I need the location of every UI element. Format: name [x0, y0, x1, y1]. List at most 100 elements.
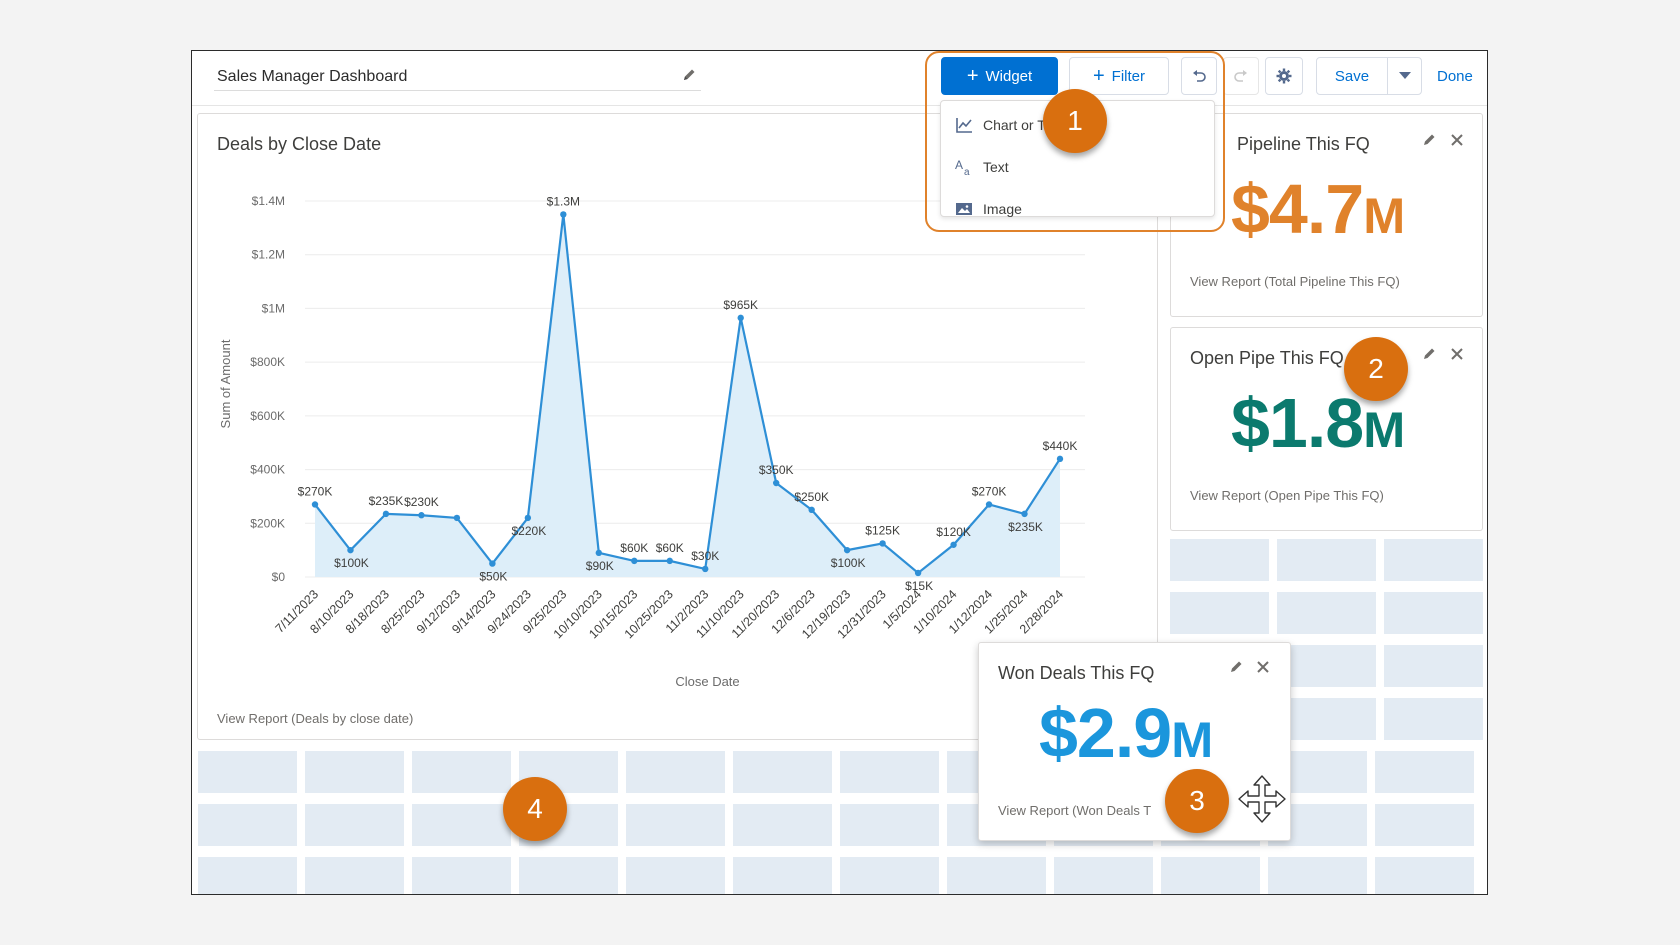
save-button[interactable]: Save [1316, 57, 1388, 95]
y-tick-label: $1M [262, 301, 285, 315]
data-label: $90K [586, 559, 614, 573]
data-label: $60K [656, 541, 684, 555]
data-label: $270K [298, 484, 333, 498]
svg-text:A: A [955, 158, 963, 172]
data-point [808, 506, 815, 514]
callout-3: 3 [1165, 769, 1229, 833]
grid-slot [1054, 857, 1153, 894]
data-label: $230K [404, 495, 439, 509]
dashboard-title: Sales Manager Dashboard [217, 68, 408, 85]
close-icon[interactable] [1449, 346, 1465, 362]
data-point [347, 546, 354, 554]
edit-pencil-icon[interactable] [1421, 132, 1437, 148]
edit-pencil-icon[interactable] [681, 67, 697, 83]
grid-slot [1277, 539, 1376, 581]
y-tick-label: $600K [250, 409, 285, 423]
data-point [595, 549, 603, 557]
grid-slot [733, 751, 832, 793]
dashboard-title-field[interactable]: Sales Manager Dashboard [214, 63, 701, 91]
grid-slot [1375, 857, 1474, 894]
callout-1: 1 [1043, 89, 1107, 153]
view-report-link[interactable]: View Report (Open Pipe This FQ) [1190, 488, 1384, 503]
grid-slot [947, 857, 1046, 894]
x-axis-title: Close Date [675, 674, 739, 689]
y-tick-label: $400K [250, 463, 285, 477]
deals-area-chart: $0 $200K $400K $600K $800K $1M $1.2M $1.4M $270K… [218, 194, 1085, 689]
grid-slot [1384, 539, 1483, 581]
grid-slot [1375, 751, 1474, 793]
chart-widget-title: Deals by Close Date [217, 134, 382, 154]
menu-item-chart-or-table[interactable]: Chart or T [955, 113, 1046, 137]
data-label: $15K [905, 579, 933, 593]
chevron-down-icon [1398, 72, 1411, 79]
data-point [1021, 510, 1028, 518]
grid-slot [198, 804, 297, 846]
menu-item-label: Text [983, 159, 1009, 175]
deals-by-close-date-widget[interactable]: Deals by Close Date $0 $200K $400K $600K $80… [197, 113, 1158, 740]
grid-slot [519, 857, 618, 894]
menu-item-label: Image [983, 201, 1022, 217]
data-point [950, 541, 957, 548]
grid-slot [198, 751, 297, 793]
data-point [311, 501, 319, 508]
grid-slot [1277, 698, 1376, 740]
grid-slot [1170, 539, 1269, 581]
add-filter-button[interactable]: + Filter [1069, 57, 1169, 95]
edit-pencil-icon[interactable] [1228, 659, 1244, 675]
done-button[interactable]: Done [1437, 57, 1473, 95]
grid-slot [840, 751, 939, 793]
data-label: $1.3M [547, 194, 580, 208]
won-deals-this-fq-widget[interactable]: Won Deals This FQ $2.9M View Report (Won… [978, 642, 1291, 841]
data-label: $220K [512, 524, 547, 538]
grid-slot [626, 857, 725, 894]
data-point [524, 514, 532, 522]
data-label: $100K [831, 556, 866, 570]
menu-item-image[interactable]: Image [955, 197, 1022, 221]
add-widget-button[interactable]: + Widget [941, 57, 1058, 95]
grid-slot [840, 857, 939, 894]
grid-slot [305, 857, 404, 894]
y-tick-label: $800K [250, 355, 285, 369]
svg-text:a: a [964, 167, 970, 176]
pipeline-metric: $4.7M [1231, 169, 1405, 249]
y-tick-label: $200K [250, 516, 285, 530]
data-point [666, 557, 673, 565]
grid-slot [1384, 698, 1483, 740]
close-icon[interactable] [1449, 132, 1465, 148]
data-point [631, 557, 638, 565]
pipeline-this-fq-widget[interactable]: Pipeline This FQ $4.7M View Report (Tota… [1170, 113, 1483, 317]
save-label: Save [1334, 67, 1370, 85]
won-deals-widget-title: Won Deals This FQ [998, 663, 1155, 683]
callout-4: 4 [503, 777, 567, 841]
y-tick-label: $0 [272, 570, 286, 584]
line-chart-icon [956, 118, 972, 133]
data-point [702, 565, 709, 573]
grid-slot [840, 804, 939, 846]
pipeline-value: $4.7 [1231, 170, 1364, 248]
redo-button[interactable] [1223, 57, 1259, 95]
grid-slot [1170, 592, 1269, 634]
menu-item-label: Chart or T [983, 117, 1046, 133]
data-label: $120K [936, 525, 971, 539]
redo-icon [1234, 70, 1247, 82]
open-pipe-this-fq-widget[interactable]: Open Pipe This FQ $1.8M View Report (Ope… [1170, 327, 1483, 531]
settings-button[interactable] [1265, 57, 1303, 95]
editor-header: Sales Manager Dashboard + Widget + Filte… [192, 51, 1487, 106]
dashboard-editor: Sales Manager Dashboard + Widget + Filte… [191, 50, 1488, 895]
save-options-button[interactable] [1387, 57, 1422, 95]
data-label: $100K [334, 556, 369, 570]
data-label: $235K [369, 494, 404, 508]
grid-slot [412, 857, 511, 894]
grid-slot [733, 804, 832, 846]
edit-pencil-icon[interactable] [1421, 346, 1437, 362]
open-pipe-unit: M [1363, 401, 1405, 458]
close-icon[interactable] [1255, 659, 1271, 675]
grid-slot [1277, 645, 1376, 687]
view-report-link[interactable]: View Report (Deals by close date) [217, 711, 414, 726]
view-report-link[interactable]: View Report (Total Pipeline This FQ) [1190, 274, 1400, 289]
grid-slot [305, 804, 404, 846]
data-point [1056, 455, 1064, 463]
data-label: $60K [620, 541, 648, 555]
view-report-link[interactable]: View Report (Won Deals T [998, 803, 1152, 818]
